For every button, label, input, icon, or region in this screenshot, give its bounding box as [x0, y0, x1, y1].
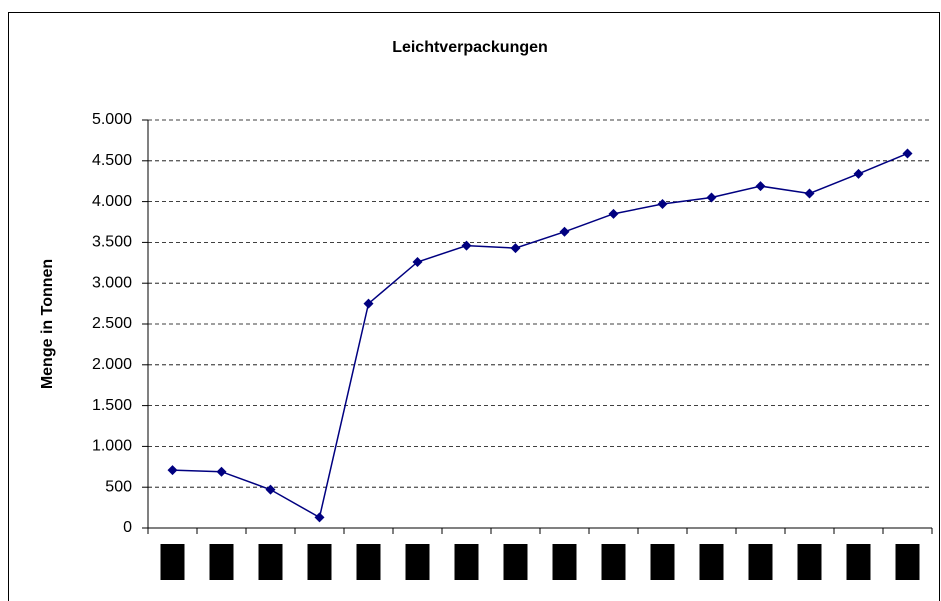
- y-tick-label: 3.500: [92, 234, 132, 251]
- chart-title: Leichtverpackungen: [392, 39, 548, 56]
- redacted-label: [748, 544, 773, 580]
- redacted-label: [160, 544, 185, 580]
- y-axis-label: Menge in Tonnen: [39, 259, 56, 389]
- data-point: [657, 199, 668, 210]
- data-point: [167, 465, 178, 476]
- redacted-label: [552, 544, 577, 580]
- data-point: [510, 243, 521, 254]
- redacted-label: [356, 544, 381, 580]
- y-tick-label: 2.500: [92, 315, 132, 332]
- data-point: [755, 181, 766, 192]
- data-point: [265, 484, 276, 495]
- redacted-label: [846, 544, 871, 580]
- data-point: [363, 298, 374, 309]
- data-point: [461, 240, 472, 251]
- data-point: [902, 148, 913, 159]
- y-tick-label: 1.000: [92, 438, 132, 455]
- data-point: [314, 512, 325, 523]
- y-tick-label: 4.500: [92, 152, 132, 169]
- redacted-label: [209, 544, 234, 580]
- redacted-label: [258, 544, 283, 580]
- data-point: [608, 208, 619, 219]
- redacted-label: [601, 544, 626, 580]
- y-tick-label: 500: [105, 478, 132, 495]
- data-point: [412, 256, 423, 267]
- y-tick-label: 4.000: [92, 193, 132, 210]
- data-point: [216, 466, 227, 477]
- data-point: [559, 226, 570, 237]
- y-tick-label: 2.000: [92, 356, 132, 373]
- data-point: [706, 192, 717, 203]
- redacted-label: [699, 544, 724, 580]
- redacted-label: [503, 544, 528, 580]
- y-tick-label: 3.000: [92, 274, 132, 291]
- chart-frame: [8, 12, 940, 601]
- redacted-label: [650, 544, 675, 580]
- redacted-label: [454, 544, 479, 580]
- redacted-label: [797, 544, 822, 580]
- data-point: [853, 168, 864, 179]
- data-point: [804, 188, 815, 199]
- redacted-label: [307, 544, 332, 580]
- series-line: [172, 152, 908, 519]
- y-tick-label: 0: [123, 519, 132, 536]
- y-tick-label: 1.500: [92, 397, 132, 414]
- redacted-label: [405, 544, 430, 580]
- y-tick-label: 5.000: [92, 111, 132, 128]
- redacted-label: [895, 544, 920, 580]
